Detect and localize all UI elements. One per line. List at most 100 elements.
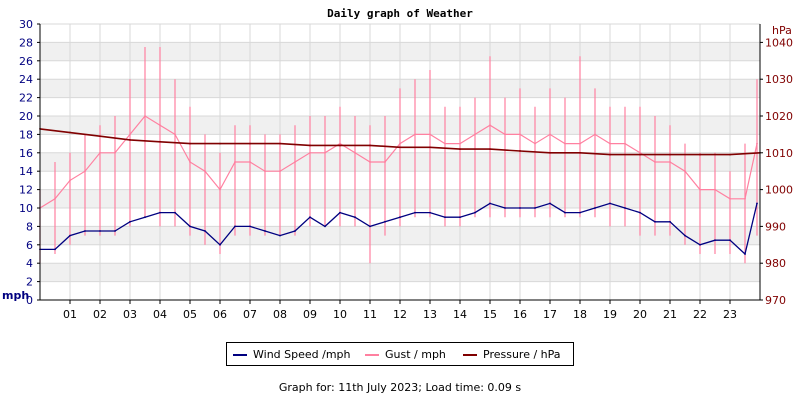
pressure-point — [549, 151, 551, 154]
legend-item-pressure: Pressure / hPa — [463, 348, 561, 361]
wind-speed-point — [144, 216, 146, 219]
x-tick-label: 04 — [153, 308, 167, 321]
left-tick-label: 0 — [26, 294, 33, 307]
gust-point — [369, 161, 371, 163]
x-tick-label: 11 — [363, 308, 377, 321]
pressure-point — [99, 135, 101, 138]
wind-speed-point — [369, 225, 371, 228]
pressure-point — [699, 153, 701, 156]
right-axis-label: hPa — [772, 24, 792, 37]
gust-point — [54, 197, 56, 200]
right-axis-ticks: 970 980 990 1000 1010 1020 1030 1040 — [760, 36, 793, 307]
wind-speed-point — [534, 207, 536, 209]
pressure-point — [339, 144, 341, 147]
wind-speed-point — [669, 220, 671, 223]
right-tick-label: 1020 — [765, 110, 793, 123]
wind-speed-point — [219, 243, 221, 246]
left-tick-label: 24 — [19, 73, 33, 86]
gust-point — [744, 197, 746, 200]
pressure-point — [669, 153, 671, 156]
gust-point — [654, 161, 656, 163]
x-tick-label: 23 — [723, 308, 737, 321]
wind-speed-point — [384, 220, 386, 223]
gust-point — [594, 133, 596, 136]
gust-point — [609, 142, 611, 145]
pressure-point — [519, 150, 521, 152]
pressure-point — [189, 142, 191, 145]
gust-point — [129, 133, 131, 136]
wind-speed-point — [579, 211, 581, 214]
gust-point — [309, 151, 311, 154]
legend-label-pressure: Pressure / hPa — [483, 348, 561, 361]
left-tick-label: 14 — [19, 165, 33, 178]
wind-speed-point — [414, 211, 416, 214]
gust-point — [189, 161, 191, 163]
left-tick-label: 16 — [19, 147, 33, 160]
legend-swatch-wind-speed — [233, 354, 247, 356]
gust-point — [756, 142, 758, 145]
right-tick-label: 1000 — [765, 184, 793, 197]
wind-speed-point — [474, 211, 476, 214]
wind-speed-point — [189, 225, 191, 228]
gust-point — [69, 179, 71, 182]
left-tick-label: 10 — [19, 202, 33, 215]
gust-point — [564, 142, 566, 145]
x-tick-label: 01 — [63, 308, 77, 321]
wind-speed-point — [639, 211, 641, 214]
wind-speed-point — [756, 202, 758, 205]
gust-point — [549, 133, 551, 136]
pressure-point — [429, 146, 431, 149]
gust-point — [639, 151, 641, 154]
wind-speed-point — [324, 225, 326, 228]
gust-point — [114, 151, 116, 154]
wind-speed-point — [204, 230, 206, 232]
wind-speed-point — [114, 230, 116, 232]
wind-speed-point — [564, 211, 566, 214]
left-tick-label: 12 — [19, 184, 33, 197]
gust-point — [354, 151, 356, 154]
gust-point — [729, 197, 731, 200]
x-tick-label: 22 — [693, 308, 707, 321]
wind-speed-point — [279, 234, 281, 237]
right-tick-label: 1010 — [765, 147, 793, 160]
pressure-point — [609, 153, 611, 156]
pressure-point — [159, 140, 161, 143]
wind-speed-point — [549, 202, 551, 205]
wind-speed-point — [54, 248, 56, 251]
gust-point — [474, 133, 476, 136]
legend-swatch-gust — [365, 354, 379, 356]
x-tick-label: 10 — [333, 308, 347, 321]
wind-speed-point — [444, 216, 446, 219]
pressure-point — [249, 142, 251, 145]
wind-speed-point — [69, 234, 71, 237]
wind-speed-point — [354, 216, 356, 219]
wind-speed-point — [429, 211, 431, 214]
x-tick-label: 18 — [573, 308, 587, 321]
wind-speed-point — [714, 239, 716, 242]
pressure-point — [579, 151, 581, 154]
left-tick-label: 22 — [19, 92, 33, 105]
x-tick-label: 20 — [633, 308, 647, 321]
x-tick-label: 15 — [483, 308, 497, 321]
wind-speed-point — [399, 216, 401, 219]
gust-point — [384, 161, 386, 163]
gust-point — [219, 188, 221, 191]
pressure-point — [219, 142, 221, 145]
wind-speed-point — [249, 225, 251, 228]
x-tick-label: 19 — [603, 308, 617, 321]
gust-point — [714, 188, 716, 191]
pressure-point — [369, 144, 371, 147]
wind-speed-point — [294, 230, 296, 232]
chart-title: Daily graph of Weather — [327, 7, 473, 20]
gust-point — [414, 133, 416, 136]
x-tick-label: 16 — [513, 308, 527, 321]
left-tick-label: 2 — [26, 276, 33, 289]
left-tick-label: 20 — [19, 110, 33, 123]
x-tick-label: 05 — [183, 308, 197, 321]
gust-point — [399, 142, 401, 145]
left-tick-label: 8 — [26, 220, 33, 233]
gust-point — [159, 124, 161, 127]
gust-point — [504, 133, 506, 136]
gust-point — [174, 133, 176, 136]
legend-item-gust: Gust / mph — [365, 348, 446, 361]
